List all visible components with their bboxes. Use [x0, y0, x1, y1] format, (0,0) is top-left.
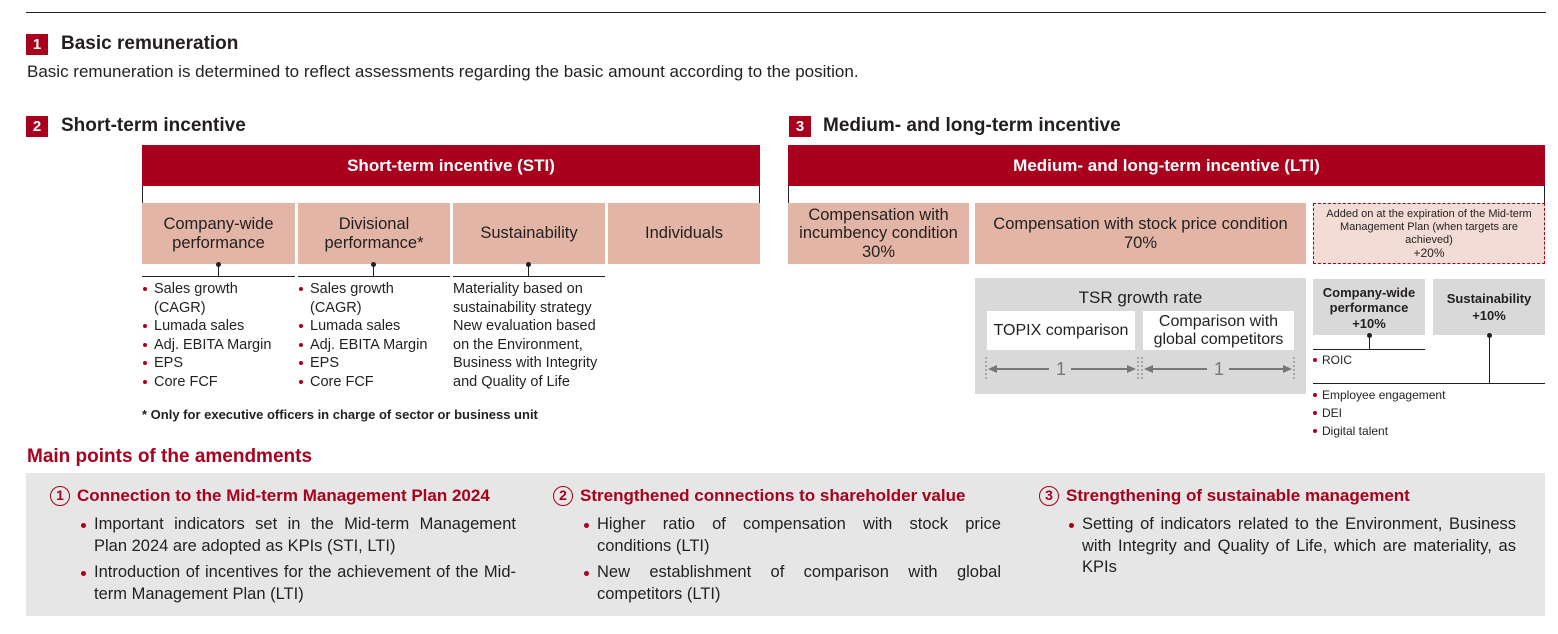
sti-sustainability-text: Materiality based on sustainability stra…	[453, 281, 598, 390]
lti-connector-right	[1544, 186, 1545, 203]
list-item: Core FCF	[142, 373, 292, 392]
section-1-description: Basic remuneration is determined to refl…	[27, 62, 859, 81]
sti-connector-right	[759, 186, 760, 203]
sti-individuals-label: Individuals	[645, 224, 723, 243]
sti-connector-left	[142, 186, 143, 203]
sti-sustainability-box: Sustainability	[453, 203, 605, 264]
top-rule	[26, 12, 1546, 13]
amendment-1-heading: 1 Connection to the Mid-term Management P…	[50, 486, 490, 506]
sti-company-wide-label: Company-wide performance	[163, 215, 274, 252]
sti-divisional-label: Divisional performance*	[324, 215, 424, 252]
amendment-3-heading: 3 Strengthening of sustainable management	[1039, 486, 1410, 506]
lti-company-perf-label: Company-wide performance	[1322, 285, 1416, 315]
sti-company-wide-list: Sales growth (CAGR) Lumada sales Adj. EB…	[142, 280, 292, 391]
section-2-title: Short-term incentive	[61, 115, 246, 136]
lti-sustainability-list: Employee engagement DEI Digital talent	[1313, 386, 1513, 440]
sti-col1-dot	[216, 262, 221, 267]
lti-stock-label: Compensation with stock price condition	[993, 215, 1288, 234]
tsr-ratio-left: 1	[1055, 359, 1066, 379]
sti-col3-stem	[528, 264, 529, 276]
amendment-2-number: 2	[553, 486, 573, 506]
sti-col3-rule	[453, 276, 605, 277]
lti-company-perf-box	[1313, 279, 1425, 335]
tsr-ratio-right: 1	[1213, 359, 1224, 379]
lti-sustainability-label: Sustainability	[1446, 291, 1532, 306]
sti-col2-stem	[373, 264, 374, 276]
amendment-2-list: Higher ratio of compensation with stock …	[581, 514, 1001, 610]
list-item: Adj. EBITA Margin	[298, 336, 448, 355]
lti-sustainability-dot	[1487, 333, 1492, 338]
section-3-badge: 3	[789, 116, 811, 137]
lti-incumbency-box: Compensation with incumbency condition 3…	[788, 203, 969, 264]
amendment-3-title: Strengthening of sustainable management	[1066, 486, 1410, 505]
lti-incumbency-pct: 30%	[861, 242, 896, 261]
sti-col2-dot	[371, 262, 376, 267]
sti-sustainability-label: Sustainability	[480, 224, 578, 243]
lti-sustainability-box	[1433, 279, 1545, 335]
sti-col1-rule	[142, 276, 295, 277]
lti-added-pct: +20%	[1413, 245, 1445, 260]
list-item: New establishment of comparison with glo…	[581, 562, 1001, 605]
tsr-topix-box: TOPIX comparison	[987, 311, 1135, 350]
list-item: DEI	[1313, 404, 1513, 422]
amendment-3-list: Setting of indicators related to the Env…	[1066, 514, 1516, 584]
sti-col2-rule	[298, 276, 450, 277]
amendment-2-title: Strengthened connections to shareholder …	[580, 486, 966, 505]
lti-incumbency-label: Compensation with incumbency condition	[799, 206, 958, 243]
lti-added-label: Added on at the expiration of the Mid-te…	[1326, 207, 1532, 246]
list-item: Core FCF	[298, 373, 448, 392]
list-item: Adj. EBITA Margin	[142, 336, 292, 355]
lti-connector-left	[788, 186, 789, 203]
sti-footnote: * Only for executive officers in charge …	[142, 407, 538, 422]
amendment-1-title: Connection to the Mid-term Management Pl…	[77, 486, 490, 505]
amendment-1-number: 1	[50, 486, 70, 506]
lti-stock-box: Compensation with stock price condition …	[975, 203, 1306, 264]
sti-individuals-box: Individuals	[608, 203, 760, 264]
lti-company-perf-pct: +10%	[1352, 316, 1386, 331]
lti-added-box: Added on at the expiration of the Mid-te…	[1313, 203, 1545, 264]
list-item: Important indicators set in the Mid-term…	[78, 514, 516, 557]
lti-bar: Medium- and long-term incentive (LTI)	[788, 145, 1545, 186]
list-item: Lumada sales	[298, 317, 448, 336]
list-item: Employee engagement	[1313, 386, 1513, 404]
tsr-global-box: Comparison with global competitors	[1143, 311, 1294, 350]
tsr-topix-label: TOPIX comparison	[993, 321, 1129, 339]
list-item: ROIC	[1313, 351, 1423, 369]
sti-company-wide-box: Company-wide performance	[142, 203, 295, 264]
lti-sustainability-stem	[1489, 335, 1490, 383]
lti-company-perf-rule	[1313, 349, 1425, 350]
list-item: Lumada sales	[142, 317, 292, 336]
list-item: Sales growth (CAGR)	[142, 280, 292, 317]
list-item: Higher ratio of compensation with stock …	[581, 514, 1001, 557]
section-1-badge: 1	[26, 34, 48, 55]
amendments-title: Main points of the amendments	[27, 446, 313, 467]
amendment-2-heading: 2 Strengthened connections to shareholder…	[553, 486, 965, 506]
lti-company-perf-dot	[1367, 333, 1372, 338]
lti-company-perf-list: ROIC	[1313, 351, 1423, 369]
amendments-panel	[26, 473, 1545, 616]
section-1-title: Basic remuneration	[61, 33, 239, 54]
tsr-global-label: Comparison with global competitors	[1153, 312, 1284, 348]
sti-col1-stem	[218, 264, 219, 276]
section-2-badge: 2	[26, 116, 48, 137]
lti-sustainability-pct: +10%	[1472, 308, 1506, 323]
tsr-title: TSR growth rate	[1078, 288, 1203, 307]
lti-stock-pct: 70%	[1123, 233, 1158, 252]
list-item: EPS	[298, 354, 448, 373]
lti-company-perf-stem	[1369, 335, 1370, 349]
lti-sustainability-rule	[1313, 383, 1545, 384]
amendment-3-number: 3	[1039, 486, 1059, 506]
amendment-1-list: Important indicators set in the Mid-term…	[78, 514, 516, 610]
sti-col3-dot	[526, 262, 531, 267]
list-item: Sales growth (CAGR)	[298, 280, 448, 317]
section-3-title: Medium- and long-term incentive	[823, 115, 1121, 136]
list-item: Introduction of incentives for the achie…	[78, 562, 516, 605]
sti-bar: Short-term incentive (STI)	[142, 145, 760, 186]
tsr-ratio-arrows	[985, 357, 1295, 381]
list-item: EPS	[142, 354, 292, 373]
sti-divisional-box: Divisional performance*	[298, 203, 450, 264]
sti-divisional-list: Sales growth (CAGR) Lumada sales Adj. EB…	[298, 280, 448, 391]
list-item: Digital talent	[1313, 422, 1513, 440]
list-item: Setting of indicators related to the Env…	[1066, 514, 1516, 579]
